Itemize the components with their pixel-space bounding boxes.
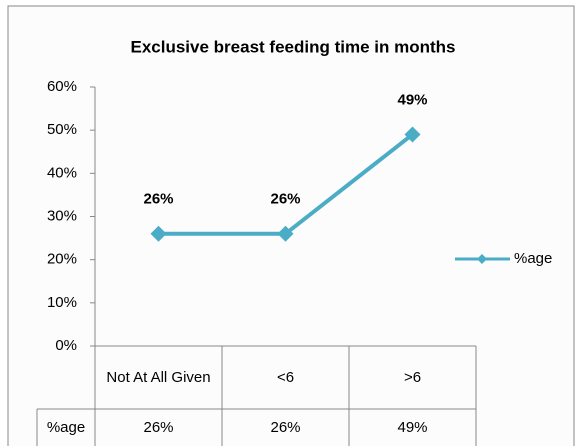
y-tick-label: 20% xyxy=(47,251,77,268)
x-tick-label: Not At All Given xyxy=(106,368,211,386)
y-tick-label: 60% xyxy=(47,78,77,95)
y-tick-label: 0% xyxy=(55,337,77,354)
x-tick-label-box: >6 xyxy=(403,368,422,386)
legend-marker xyxy=(477,254,487,264)
legend-label: %age xyxy=(514,250,552,267)
data-label: 49% xyxy=(397,91,427,108)
y-tick-label: 40% xyxy=(47,164,77,181)
x-tick-label: <6 xyxy=(276,368,295,386)
marker xyxy=(277,225,294,242)
marker xyxy=(150,225,167,242)
chart-frame xyxy=(7,5,575,446)
table-value: 26% xyxy=(270,418,301,436)
x-tick-label: >6 xyxy=(403,368,422,386)
data-label: 26% xyxy=(270,191,300,208)
y-tick-label: 50% xyxy=(47,121,77,138)
table-value: 26% xyxy=(143,418,174,436)
y-tick-label: 30% xyxy=(47,207,77,224)
table-value-box: 26% xyxy=(270,418,301,436)
x-tick-label-box: Not At All Given xyxy=(106,368,211,386)
table-value: 49% xyxy=(397,418,428,436)
table-value-box: 49% xyxy=(397,418,428,436)
table-value-box: 26% xyxy=(143,418,174,436)
chart-title: Exclusive breast feeding time in months xyxy=(131,37,456,56)
table-row-label: %age xyxy=(46,418,86,436)
y-tick-label: 10% xyxy=(47,294,77,311)
x-tick-label-box: <6 xyxy=(276,368,295,386)
data-label: 26% xyxy=(143,191,173,208)
marker xyxy=(404,126,421,143)
table-row-label-box: %age xyxy=(46,418,86,436)
